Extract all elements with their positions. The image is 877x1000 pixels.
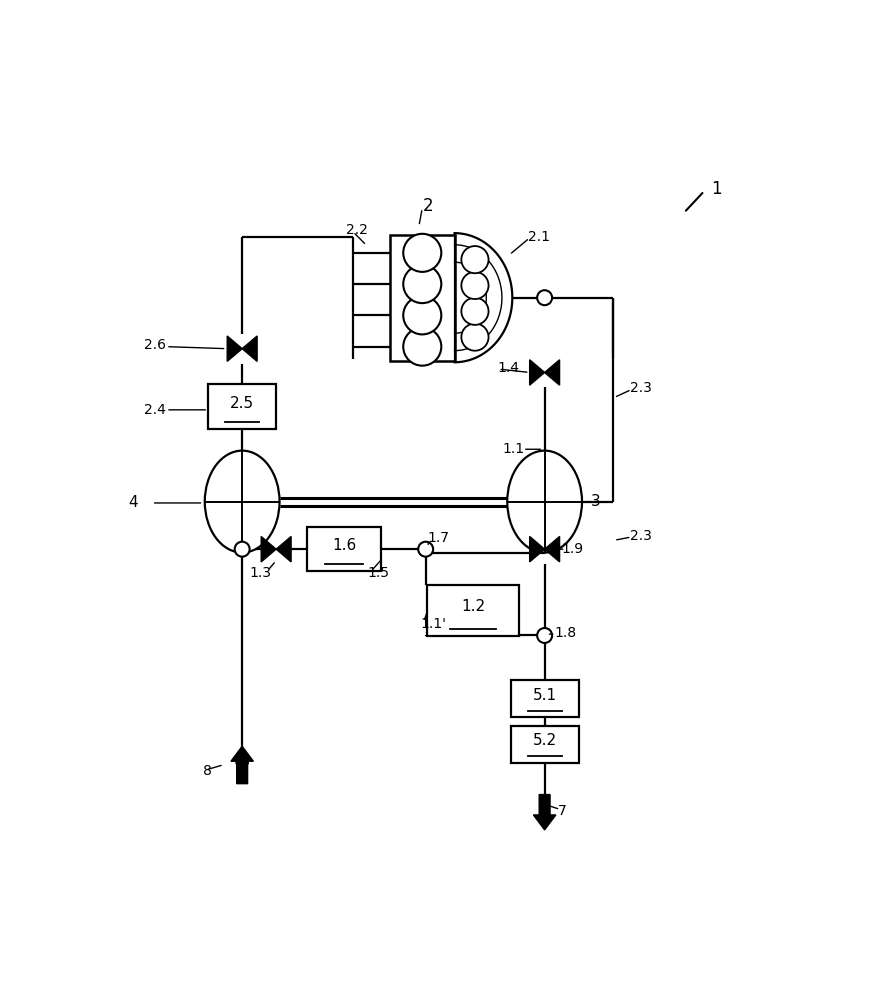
FancyArrow shape	[231, 746, 253, 784]
Text: 1.1': 1.1'	[421, 617, 447, 631]
Polygon shape	[242, 336, 257, 361]
Bar	[510, 680, 579, 717]
Text: 3: 3	[591, 494, 601, 509]
Circle shape	[403, 328, 441, 366]
Text: 2.6: 2.6	[144, 338, 166, 352]
Circle shape	[418, 542, 433, 557]
Circle shape	[235, 542, 250, 557]
Text: 8: 8	[203, 764, 212, 778]
Text: 4: 4	[129, 495, 139, 510]
Circle shape	[403, 234, 441, 272]
Circle shape	[403, 296, 441, 334]
Polygon shape	[276, 536, 291, 562]
Text: 2.3: 2.3	[630, 529, 652, 543]
Text: 2.4: 2.4	[144, 403, 166, 417]
Bar	[307, 527, 381, 571]
Polygon shape	[545, 536, 560, 562]
Circle shape	[537, 290, 553, 305]
Ellipse shape	[205, 451, 280, 553]
Circle shape	[461, 298, 488, 325]
Text: 1.5: 1.5	[368, 566, 390, 580]
Circle shape	[537, 628, 553, 643]
Text: 1: 1	[711, 180, 722, 198]
Text: 1.4: 1.4	[497, 361, 519, 375]
Circle shape	[403, 265, 441, 303]
Polygon shape	[530, 536, 545, 562]
Text: 2.2: 2.2	[346, 223, 368, 237]
Text: 2.5: 2.5	[230, 396, 254, 411]
Bar	[208, 384, 276, 429]
Text: 5.1: 5.1	[532, 688, 557, 703]
Bar	[427, 585, 519, 636]
Bar	[510, 726, 579, 763]
Text: 2: 2	[423, 197, 433, 215]
Text: 2.3: 2.3	[630, 381, 652, 395]
Text: 1.2: 1.2	[461, 599, 485, 614]
Text: 1.8: 1.8	[555, 626, 577, 640]
Text: 1.3: 1.3	[250, 566, 272, 580]
Polygon shape	[530, 360, 545, 385]
Circle shape	[461, 272, 488, 299]
Text: 1.9: 1.9	[561, 542, 584, 556]
Circle shape	[461, 246, 488, 273]
Text: 1.7: 1.7	[428, 531, 450, 545]
Circle shape	[461, 324, 488, 351]
Ellipse shape	[507, 451, 582, 553]
Text: 2.1: 2.1	[528, 230, 550, 244]
Polygon shape	[261, 536, 276, 562]
Bar	[390, 235, 454, 361]
Text: 7: 7	[559, 804, 567, 818]
Text: 1.6: 1.6	[332, 538, 356, 553]
Polygon shape	[545, 360, 560, 385]
FancyArrow shape	[533, 795, 556, 830]
Polygon shape	[227, 336, 242, 361]
Text: 5.2: 5.2	[532, 733, 557, 748]
Text: 1.1: 1.1	[503, 442, 524, 456]
